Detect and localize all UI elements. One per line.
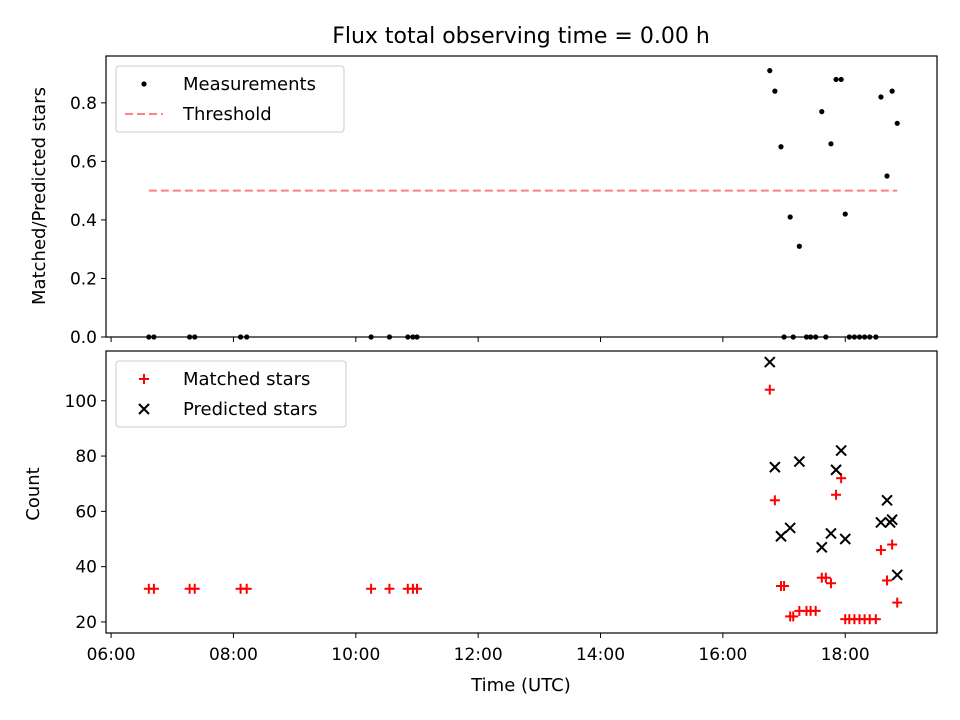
x-tick-label: 06:00 — [87, 645, 136, 665]
legend-label: Threshold — [182, 104, 272, 125]
x-tick-label: 12:00 — [454, 645, 503, 665]
matched-star-marker — [788, 611, 799, 622]
measurement-point — [878, 94, 884, 100]
x-tick-label: 08:00 — [209, 645, 258, 665]
predicted-star-marker — [835, 444, 847, 457]
y-tick-label: 0.0 — [70, 328, 97, 348]
x-tick-label: 18:00 — [821, 645, 870, 665]
matched-star-marker — [892, 597, 903, 608]
measurement-point — [767, 68, 773, 74]
matched-star-marker — [870, 614, 881, 625]
predicted-star-marker — [839, 533, 851, 545]
y-tick-label: 80 — [75, 447, 97, 467]
matched-star-marker — [831, 489, 842, 500]
y-tick-label: 0.4 — [70, 211, 97, 231]
predicted-star-marker — [784, 522, 796, 534]
matched-star-marker — [836, 473, 847, 484]
y-tick-label: 0.8 — [70, 94, 97, 114]
predicted-star-marker — [881, 494, 893, 507]
matched-star-marker — [769, 495, 780, 506]
matched-star-marker — [241, 583, 252, 594]
top-panel: 0.0 0.2 0.4 0.6 0.8 Measurements Threshold — [70, 55, 938, 348]
matched-star-marker — [825, 578, 836, 589]
legend: Measurements Threshold — [115, 65, 345, 133]
y-tick-label: 60 — [75, 502, 97, 522]
y-tick-label: 40 — [75, 558, 97, 578]
measurement-point — [141, 81, 147, 87]
measurement-point — [894, 120, 900, 126]
measurement-point — [884, 173, 890, 179]
bottom-y-axis-label: Count — [23, 467, 44, 520]
predicted-star-marker — [830, 464, 842, 476]
matched-star-marker — [887, 539, 898, 550]
measurement-point — [842, 211, 848, 217]
x-tick-label: 10:00 — [331, 645, 380, 665]
matched-star-marker — [384, 583, 395, 594]
measurement-point — [787, 214, 793, 220]
predicted-star-marker — [138, 403, 150, 415]
predicted-star-marker — [891, 569, 903, 581]
y-tick-label: 0.2 — [70, 269, 97, 289]
measurement-point — [889, 88, 895, 94]
predicted-star-marker — [769, 461, 781, 473]
x-tick-label: 14:00 — [576, 645, 625, 665]
legend: Matched stars Predicted stars — [115, 360, 347, 428]
matched-star-marker — [779, 581, 790, 591]
matched-star-marker — [882, 575, 893, 586]
predicted-star-marker — [875, 516, 887, 529]
predicted-star-marker — [764, 356, 776, 368]
matched-star-marker — [366, 583, 377, 594]
legend-box — [115, 65, 345, 133]
matched-star-marker — [139, 374, 149, 384]
predicted-star-marker — [775, 530, 787, 542]
predicted-star-marker — [816, 541, 828, 554]
legend-label: Matched stars — [183, 369, 310, 390]
measurement-point — [838, 76, 844, 83]
chart-title: Flux total observing time = 0.00 h — [332, 24, 710, 49]
x-axis-label: Time (UTC) — [470, 675, 571, 696]
legend-label: Measurements — [183, 74, 316, 95]
matched-star-marker — [810, 605, 821, 616]
x-tick-label: 16:00 — [698, 645, 747, 665]
predicted-star-marker — [886, 513, 898, 526]
measurement-point — [833, 76, 839, 83]
top-y-axis-label: Matched/Predicted stars — [29, 87, 50, 305]
legend-box — [115, 360, 347, 428]
y-tick-label: 20 — [75, 613, 97, 633]
measurement-point — [828, 141, 834, 147]
matched-star-marker — [875, 545, 886, 556]
predicted-star-marker — [825, 527, 837, 540]
measurement-point — [778, 144, 784, 150]
matched-star-marker — [148, 583, 159, 594]
bottom-panel: 20 40 60 80 100 06:00 08:00 10:00 12:00 14:00 16:0… — [65, 350, 938, 665]
matched-star-marker — [764, 384, 775, 395]
measurement-point — [772, 88, 778, 94]
measurement-point — [796, 243, 802, 249]
legend-label: Predicted stars — [183, 399, 317, 420]
y-tick-label: 100 — [65, 392, 97, 412]
measurement-point — [819, 109, 825, 115]
y-tick-label: 0.6 — [70, 152, 97, 172]
matched-star-marker — [820, 572, 831, 583]
predicted-star-marker — [793, 455, 806, 468]
axes-frame — [105, 55, 938, 338]
matched-star-marker — [189, 583, 200, 594]
matched-star-marker — [411, 583, 422, 594]
axes-frame — [105, 350, 938, 634]
